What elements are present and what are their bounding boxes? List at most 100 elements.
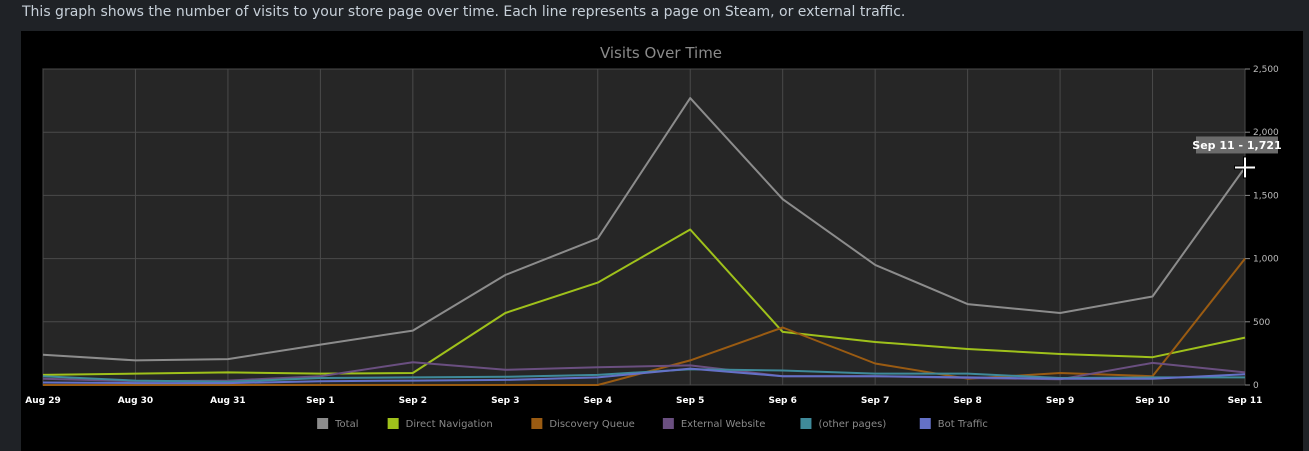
series-line-total[interactable] bbox=[42, 97, 1246, 362]
data-point[interactable] bbox=[1058, 352, 1063, 357]
data-point[interactable] bbox=[595, 236, 600, 241]
graph-description: This graph shows the number of visits to… bbox=[22, 4, 906, 20]
x-tick-label: Sep 5 bbox=[676, 396, 704, 406]
data-point[interactable] bbox=[780, 197, 785, 202]
legend-swatch bbox=[531, 418, 543, 429]
y-tick-label: 1,000 bbox=[1253, 255, 1279, 265]
data-point[interactable] bbox=[595, 375, 600, 380]
data-point[interactable] bbox=[41, 380, 46, 385]
data-point[interactable] bbox=[225, 370, 230, 375]
legend-label: (other pages) bbox=[818, 419, 886, 430]
data-point[interactable] bbox=[780, 374, 785, 379]
data-point[interactable] bbox=[410, 378, 415, 383]
data-point[interactable] bbox=[873, 262, 878, 267]
data-point[interactable] bbox=[595, 280, 600, 285]
data-point[interactable] bbox=[1058, 370, 1063, 375]
data-point[interactable] bbox=[1243, 256, 1248, 261]
x-tick-label: Aug 29 bbox=[25, 396, 60, 406]
data-point[interactable] bbox=[503, 383, 508, 388]
data-point[interactable] bbox=[133, 381, 138, 386]
data-point[interactable] bbox=[873, 340, 878, 345]
legend: Total Direct Navigation Discovery Queue Ext… bbox=[317, 418, 988, 430]
data-point[interactable] bbox=[133, 371, 138, 376]
data-point[interactable] bbox=[780, 325, 785, 330]
legend-item[interactable]: External Website bbox=[662, 418, 766, 430]
x-tick-label: Sep 10 bbox=[1135, 396, 1170, 406]
data-point[interactable] bbox=[965, 302, 970, 307]
legend-swatch bbox=[800, 418, 812, 429]
legend-swatch bbox=[387, 418, 399, 429]
legend-swatch bbox=[662, 418, 674, 429]
data-point[interactable] bbox=[873, 374, 878, 379]
x-tick-label: Sep 4 bbox=[584, 396, 612, 406]
x-tick-label: Sep 9 bbox=[1046, 396, 1074, 406]
data-point[interactable] bbox=[965, 375, 970, 380]
data-point[interactable] bbox=[410, 328, 415, 333]
legend-item[interactable]: (other pages) bbox=[800, 418, 886, 430]
legend-label: Direct Navigation bbox=[406, 419, 493, 430]
legend-label: Bot Traffic bbox=[938, 419, 988, 430]
legend-item[interactable]: Direct Navigation bbox=[387, 418, 493, 430]
data-point[interactable] bbox=[780, 368, 785, 373]
series-line-bot-traffic[interactable] bbox=[42, 367, 1246, 385]
data-point[interactable] bbox=[688, 366, 693, 371]
data-point[interactable] bbox=[41, 374, 46, 379]
y-axis: 0 500 1,000 1,500 2,000 2,500 bbox=[1245, 65, 1279, 391]
plot-area bbox=[42, 68, 1246, 386]
legend-item[interactable]: Total bbox=[317, 418, 359, 430]
series-line-direct-navigation[interactable] bbox=[42, 228, 1246, 376]
data-point[interactable] bbox=[225, 381, 230, 386]
data-point[interactable] bbox=[1058, 376, 1063, 381]
tooltip-box bbox=[1196, 136, 1278, 154]
legend-swatch bbox=[317, 418, 329, 429]
x-tick-label: Sep 3 bbox=[491, 396, 519, 406]
data-point[interactable] bbox=[780, 329, 785, 334]
data-point[interactable] bbox=[965, 346, 970, 351]
data-point[interactable] bbox=[318, 342, 323, 347]
legend-label: Discovery Queue bbox=[549, 419, 634, 430]
data-point[interactable] bbox=[41, 352, 46, 357]
visits-over-time-chart[interactable]: Visits Over Time 0 500 1,000 1,500 2,000 2,50… bbox=[21, 31, 1303, 451]
data-point[interactable] bbox=[503, 367, 508, 372]
tooltip-label: Sep 11 - 1,721 bbox=[1192, 139, 1281, 152]
data-point[interactable] bbox=[873, 361, 878, 366]
legend-label: Total bbox=[334, 419, 358, 430]
data-point[interactable] bbox=[410, 360, 415, 365]
data-point[interactable] bbox=[1150, 355, 1155, 360]
y-tick-label: 2,000 bbox=[1253, 128, 1279, 138]
data-point[interactable] bbox=[1058, 310, 1063, 315]
data-point[interactable] bbox=[503, 377, 508, 382]
x-tick-label: Aug 31 bbox=[210, 396, 245, 406]
data-point[interactable] bbox=[688, 96, 693, 101]
x-tick-label: Sep 1 bbox=[306, 396, 334, 406]
legend-swatch bbox=[919, 418, 931, 429]
data-point[interactable] bbox=[1150, 376, 1155, 381]
data-point[interactable] bbox=[225, 357, 230, 362]
visits-chart-panel: Visits Over Time 0 500 1,000 1,500 2,000 2,50… bbox=[21, 31, 1303, 451]
data-point[interactable] bbox=[595, 365, 600, 370]
data-point[interactable] bbox=[410, 383, 415, 388]
y-tick-label: 1,500 bbox=[1253, 191, 1279, 201]
data-point[interactable] bbox=[503, 310, 508, 315]
data-point[interactable] bbox=[1150, 294, 1155, 299]
data-point[interactable] bbox=[688, 227, 693, 232]
data-point[interactable] bbox=[1243, 372, 1248, 377]
data-point[interactable] bbox=[688, 358, 693, 363]
data-point[interactable] bbox=[595, 383, 600, 388]
data-point[interactable] bbox=[133, 358, 138, 363]
data-point[interactable] bbox=[318, 379, 323, 384]
data-point[interactable] bbox=[503, 273, 508, 278]
x-tick-label: Sep 11 bbox=[1228, 396, 1263, 406]
legend-item[interactable]: Discovery Queue bbox=[531, 418, 635, 430]
x-tick-label: Sep 2 bbox=[399, 396, 427, 406]
x-tick-label: Sep 6 bbox=[768, 396, 796, 406]
data-point[interactable] bbox=[1150, 360, 1155, 365]
x-tick-label: Sep 7 bbox=[861, 396, 889, 406]
crosshair-cursor-icon bbox=[1234, 156, 1256, 179]
data-point[interactable] bbox=[1243, 335, 1248, 340]
legend-item[interactable]: Bot Traffic bbox=[919, 418, 988, 430]
y-tick-label: 0 bbox=[1253, 381, 1259, 391]
series-lines bbox=[41, 96, 1248, 388]
data-point[interactable] bbox=[410, 370, 415, 375]
